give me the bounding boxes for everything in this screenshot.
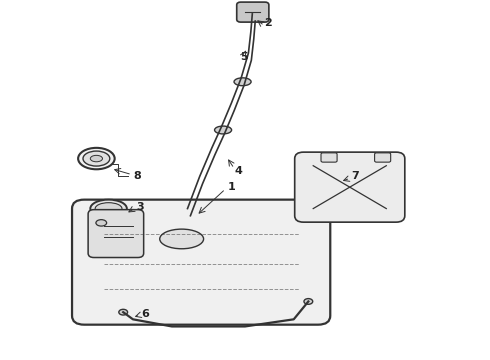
FancyBboxPatch shape: [294, 152, 405, 222]
Text: 2: 2: [265, 18, 272, 28]
FancyBboxPatch shape: [237, 2, 269, 22]
Ellipse shape: [234, 78, 251, 86]
Text: 4: 4: [235, 166, 243, 176]
Ellipse shape: [95, 203, 122, 215]
FancyBboxPatch shape: [72, 200, 330, 325]
Text: 7: 7: [351, 171, 359, 181]
Text: 3: 3: [136, 202, 144, 212]
Ellipse shape: [90, 156, 102, 162]
Ellipse shape: [96, 220, 107, 226]
Ellipse shape: [83, 151, 110, 166]
Ellipse shape: [160, 229, 203, 249]
Text: 1: 1: [227, 182, 235, 192]
Ellipse shape: [215, 126, 232, 134]
Text: 6: 6: [141, 309, 149, 319]
Ellipse shape: [304, 298, 313, 304]
FancyBboxPatch shape: [88, 210, 144, 257]
Text: 5: 5: [240, 52, 248, 62]
FancyBboxPatch shape: [374, 153, 391, 162]
Text: 8: 8: [133, 171, 141, 181]
Ellipse shape: [119, 309, 127, 315]
Ellipse shape: [90, 200, 127, 217]
Ellipse shape: [78, 148, 115, 169]
FancyBboxPatch shape: [321, 153, 337, 162]
